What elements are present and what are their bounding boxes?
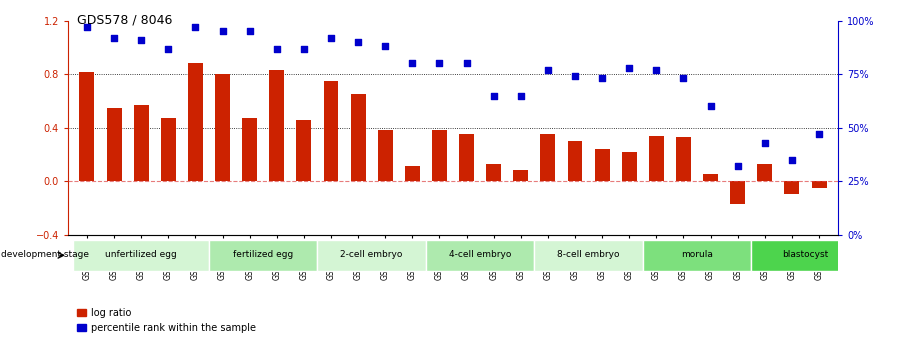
Point: [595, 76, 610, 81]
Bar: [432, 130, 447, 181]
Text: 2-cell embryo: 2-cell embryo: [341, 250, 403, 259]
Bar: [107, 108, 121, 181]
Bar: [317, 240, 426, 271]
Bar: [757, 164, 772, 181]
Bar: [514, 170, 528, 181]
Bar: [405, 166, 419, 181]
Bar: [730, 181, 745, 204]
Text: GDS578 / 8046: GDS578 / 8046: [77, 14, 172, 27]
Point: [378, 43, 392, 49]
Point: [243, 29, 257, 34]
Bar: [134, 105, 149, 181]
Point: [161, 46, 176, 51]
Point: [216, 29, 230, 34]
Point: [622, 65, 637, 70]
Bar: [643, 240, 751, 271]
Bar: [209, 240, 317, 271]
Text: blastocyst: blastocyst: [783, 250, 829, 259]
Point: [568, 73, 583, 79]
Point: [757, 140, 772, 145]
Point: [107, 35, 121, 41]
Point: [323, 35, 338, 41]
Bar: [73, 240, 209, 271]
Point: [296, 46, 311, 51]
Text: 4-cell embryo: 4-cell embryo: [449, 250, 511, 259]
Bar: [541, 134, 555, 181]
Legend: log ratio, percentile rank within the sample: log ratio, percentile rank within the sa…: [72, 304, 260, 337]
Bar: [296, 120, 312, 181]
Bar: [487, 164, 501, 181]
Point: [487, 93, 501, 98]
Bar: [161, 118, 176, 181]
Point: [785, 157, 799, 162]
Point: [676, 76, 690, 81]
Text: 8-cell embryo: 8-cell embryo: [557, 250, 620, 259]
Point: [188, 24, 203, 30]
Bar: [269, 70, 284, 181]
Point: [134, 37, 149, 43]
Text: fertilized egg: fertilized egg: [233, 250, 294, 259]
Bar: [426, 240, 535, 271]
Bar: [378, 130, 392, 181]
Point: [812, 131, 826, 137]
Bar: [676, 137, 691, 181]
Point: [649, 67, 663, 73]
Bar: [242, 118, 257, 181]
Bar: [812, 181, 826, 188]
Bar: [188, 63, 203, 181]
Point: [351, 39, 365, 45]
Bar: [567, 141, 583, 181]
Point: [703, 104, 718, 109]
Text: development stage: development stage: [1, 250, 89, 259]
Point: [459, 61, 474, 66]
Bar: [459, 134, 474, 181]
Point: [269, 46, 284, 51]
Bar: [751, 240, 860, 271]
Point: [432, 61, 447, 66]
Bar: [649, 136, 664, 181]
Point: [405, 61, 419, 66]
Point: [730, 164, 745, 169]
Point: [541, 67, 555, 73]
Bar: [215, 74, 230, 181]
Bar: [594, 149, 610, 181]
Bar: [622, 152, 637, 181]
Bar: [323, 81, 339, 181]
Bar: [703, 175, 718, 181]
Bar: [80, 71, 94, 181]
Text: unfertilized egg: unfertilized egg: [105, 250, 177, 259]
Bar: [785, 181, 799, 195]
Text: morula: morula: [681, 250, 713, 259]
Point: [80, 24, 94, 30]
Bar: [535, 240, 643, 271]
Point: [514, 93, 528, 98]
Bar: [351, 94, 365, 181]
